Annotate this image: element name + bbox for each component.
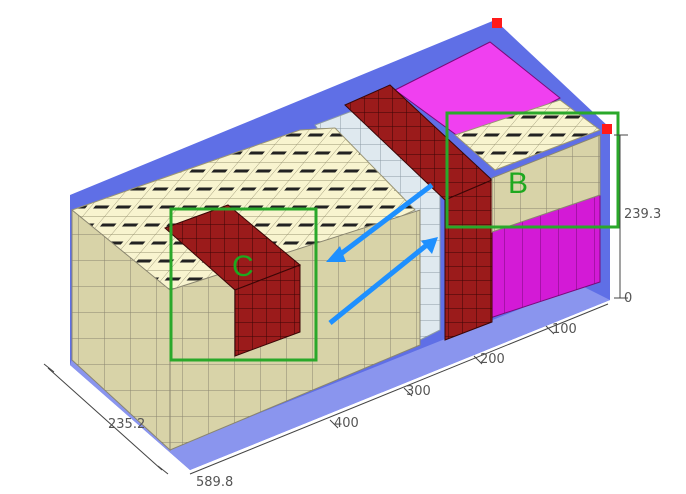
length-tick-400: 400: [334, 416, 359, 431]
darkred-stack-front: [444, 179, 493, 341]
region-b-label: B: [508, 167, 528, 200]
region-b-frame[interactable]: [445, 111, 620, 229]
length-tick-300: 300: [406, 384, 431, 399]
length-tick-100: 100: [552, 322, 577, 337]
region-c-label: C: [232, 250, 254, 283]
corner-marker-back: [492, 18, 502, 28]
corner-marker-right: [602, 124, 612, 134]
cream-boxes-b-front: [491, 134, 601, 233]
height-max-label: 239.3: [624, 207, 661, 222]
arrow-b-to-c-head: [326, 246, 346, 262]
arrow-b-to-c: [336, 183, 434, 258]
height-min-label: 0: [624, 291, 632, 306]
length-tick-200: 200: [480, 352, 505, 367]
width-dimension: [43, 363, 169, 475]
region-c-frame[interactable]: [169, 207, 318, 362]
width-label: 235.2: [108, 417, 145, 432]
height-dimension: [614, 134, 628, 299]
container-floor: [70, 285, 610, 470]
darkred-c-front: [234, 264, 301, 357]
length-label: 589.8: [196, 475, 233, 490]
arrow-c-to-b-head: [421, 237, 438, 254]
arrow-c-to-b: [328, 242, 430, 325]
length-dimension: [189, 303, 609, 475]
